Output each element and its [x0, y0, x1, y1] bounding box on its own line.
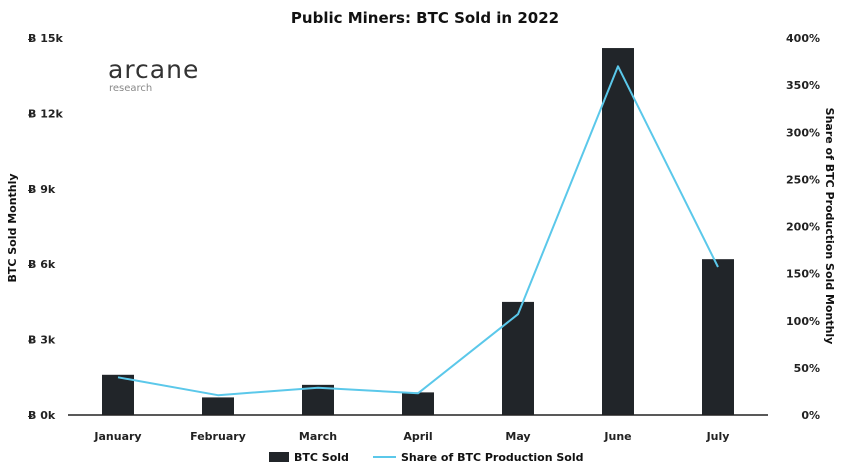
x-tick-label: March — [299, 430, 337, 443]
y-right-tick-label: 200% — [786, 221, 820, 234]
bar — [502, 301, 534, 415]
x-tick-label: February — [190, 430, 246, 443]
y-left-tick-label: Ƀ 3k — [28, 334, 56, 347]
y-left-tick-label: Ƀ 6k — [28, 258, 56, 271]
y-left-tick-label: Ƀ 9k — [28, 183, 56, 196]
x-tick-label: May — [505, 430, 530, 443]
x-tick-label: June — [603, 430, 631, 443]
y-left-tick-label: Ƀ 15k — [28, 32, 64, 45]
y-left-tick-label: Ƀ 0k — [28, 409, 56, 422]
y-right-ticks: 0% 50% 100% 150% 200% 250% 300% 350% 400% — [786, 32, 820, 422]
y-right-tick-label: 250% — [786, 173, 820, 186]
bar — [102, 374, 134, 415]
x-tick-label: April — [403, 430, 432, 443]
y-left-tick-label: Ƀ 12k — [28, 107, 64, 120]
legend-label-share: Share of BTC Production Sold — [401, 451, 584, 464]
logo-name: arcane — [108, 55, 199, 84]
line-series — [117, 65, 719, 397]
x-ticks: January February March April May June July — [93, 430, 729, 443]
share-line — [117, 65, 719, 397]
bar-series — [102, 48, 734, 415]
y-left-ticks: Ƀ 0k Ƀ 3k Ƀ 6k Ƀ 9k Ƀ 12k Ƀ 15k — [28, 32, 64, 422]
bar — [202, 397, 234, 415]
y-right-tick-label: 0% — [801, 409, 820, 422]
y-right-tick-label: 350% — [786, 79, 820, 92]
y-right-tick-label: 50% — [794, 362, 820, 375]
legend: BTC Sold Share of BTC Production Sold — [269, 451, 584, 464]
chart-title: Public Miners: BTC Sold in 2022 — [291, 9, 559, 27]
y-right-tick-label: 100% — [786, 315, 820, 328]
y-right-axis-title: Share of BTC Production Sold Monthly — [823, 108, 836, 345]
y-right-tick-label: 150% — [786, 268, 820, 281]
x-tick-label: January — [93, 430, 141, 443]
bar — [402, 392, 434, 415]
logo-subtitle: research — [109, 83, 152, 94]
bar — [702, 259, 734, 415]
legend-swatch-btc-sold — [269, 452, 289, 462]
bar — [302, 384, 334, 415]
legend-label-btc-sold: BTC Sold — [294, 451, 349, 464]
y-right-tick-label: 300% — [786, 126, 820, 139]
y-left-axis-title: BTC Sold Monthly — [6, 173, 19, 282]
x-tick-label: July — [706, 430, 730, 443]
bar — [602, 48, 634, 415]
y-right-tick-label: 400% — [786, 32, 820, 45]
logo: arcane research — [108, 55, 199, 94]
